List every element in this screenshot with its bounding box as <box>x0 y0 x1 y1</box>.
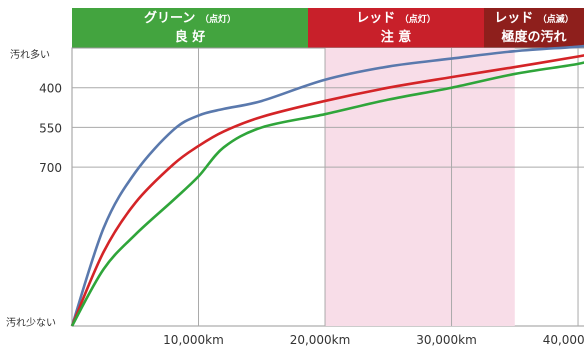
band-blink-status: 極度の汚れ <box>501 30 567 45</box>
caution-region <box>325 48 515 326</box>
band-blink-title: レッド <box>494 11 534 26</box>
y-top-label: 汚れ多い <box>10 48 50 61</box>
band-red-title: レッド <box>356 11 396 26</box>
status-band-blinking: レッド （点滅） 極度の汚れ <box>484 8 584 48</box>
x-tick-label: 10,000km <box>163 333 224 347</box>
band-green-tag: （点灯） <box>199 15 236 25</box>
band-red-tag: （点灯） <box>399 15 436 25</box>
series-line-2 <box>70 61 584 327</box>
band-blink-tag: （点滅） <box>537 15 574 25</box>
y-bottom-label: 汚れ少ない <box>6 316 56 329</box>
status-band-green: グリーン （点灯） 良 好 <box>72 8 308 48</box>
band-green-status: 良 好 <box>174 30 206 45</box>
band-green-title: グリーン <box>144 11 196 26</box>
y-tick-label: 400 <box>39 82 62 96</box>
series-line-1 <box>70 54 584 327</box>
status-band-red: レッド （点灯） 注 意 <box>308 8 484 48</box>
y-tick-label: 550 <box>39 121 62 135</box>
x-tick-label: 40,000km <box>543 333 584 347</box>
x-tick-label: 20,000km <box>290 333 351 347</box>
band-red-status: 注 意 <box>380 30 412 45</box>
y-tick-label: 700 <box>39 161 62 175</box>
x-tick-label: 30,000km <box>416 333 477 347</box>
series-line-0 <box>70 44 584 327</box>
